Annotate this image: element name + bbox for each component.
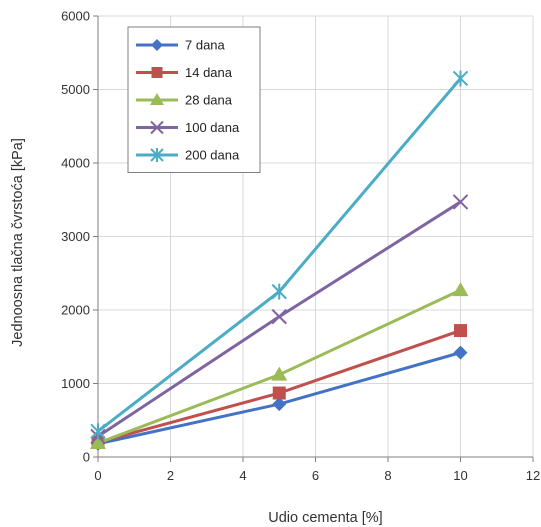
x-marker (271, 308, 287, 325)
series-line (97, 329, 461, 444)
x-tick-label: 12 (526, 468, 540, 483)
x-marker (150, 120, 164, 135)
legend-label: 100 dana (185, 120, 240, 135)
legend-item: 7 dana (136, 38, 226, 53)
square-marker (151, 67, 163, 78)
square-marker (272, 386, 286, 400)
y-tick-label: 4000 (61, 156, 90, 171)
square-marker (454, 324, 467, 338)
diamond-marker (151, 39, 163, 51)
x-tick-label: 8 (384, 468, 391, 483)
tick-labels: 0 1000 2000 3000 4000 5000 6000 0 2 4 6 8 10 12 (61, 9, 540, 484)
legend-label: 200 dana (185, 148, 240, 163)
x-marker (452, 194, 469, 210)
legend-item: 100 dana (136, 120, 240, 135)
axes (93, 15, 534, 462)
x-marker-stroke (271, 308, 287, 325)
legend-item: 28 dana (136, 93, 233, 108)
x-tick-label: 2 (167, 468, 174, 483)
star-marker (90, 423, 106, 440)
legend-label: 7 dana (185, 38, 226, 53)
x-tick-label: 6 (312, 468, 319, 483)
star-marker (271, 283, 287, 300)
series-100-dana (90, 194, 469, 445)
legend: 7 dana 14 dana 28 dana 100 dana 200 dana (127, 26, 261, 173)
legend-item: 200 dana (136, 148, 240, 163)
x-tick-label: 0 (94, 468, 101, 483)
diamond-marker (453, 345, 468, 360)
x-marker-stroke (452, 194, 469, 210)
star-marker (452, 70, 469, 87)
triangle-marker (90, 435, 106, 450)
legend-item: 14 dana (136, 65, 233, 80)
legend-label: 14 dana (185, 65, 233, 80)
triangle-marker (150, 93, 164, 105)
series-28-dana (90, 282, 469, 450)
series-group (90, 70, 469, 451)
y-tick-label: 0 (83, 450, 90, 465)
y-tick-label: 6000 (61, 9, 90, 24)
series-200-dana (90, 70, 469, 440)
diamond-marker (272, 397, 287, 412)
star-marker (150, 148, 164, 162)
x-marker-stroke (150, 120, 164, 135)
triangle-marker (452, 282, 469, 297)
y-tick-label: 1000 (61, 376, 90, 391)
triangle-marker (271, 366, 288, 381)
x-tick-label: 10 (453, 468, 467, 483)
y-axis-title: Jednoosna tlačna čvrstoća [kPa] (10, 138, 26, 347)
x-axis-title: Udio cementa [%] (268, 510, 382, 526)
y-tick-label: 5000 (61, 82, 90, 97)
y-tick-label: 3000 (61, 229, 90, 244)
series-14-dana (91, 324, 467, 449)
legend-label: 28 dana (185, 93, 233, 108)
x-tick-label: 4 (239, 468, 246, 483)
y-tick-label: 2000 (61, 303, 90, 318)
